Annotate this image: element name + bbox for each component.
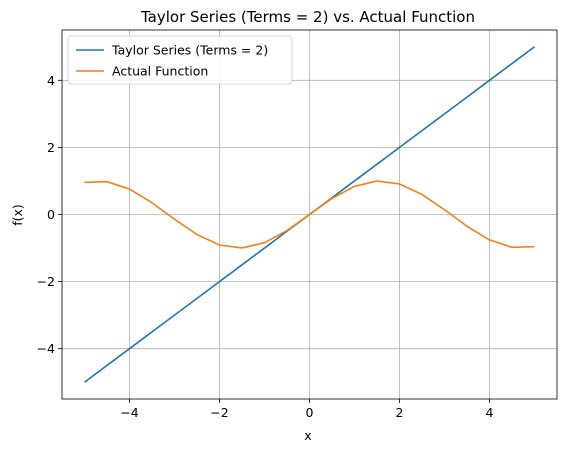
y-tick-label: 4 [47,73,55,88]
y-tick-label: −2 [37,274,55,289]
series-line-actual-function [84,180,535,249]
chart-title: Taylor Series (Terms = 2) vs. Actual Fun… [140,8,475,26]
legend-box [67,35,293,85]
y-tick-label: −4 [37,341,55,356]
x-tick-label: −4 [120,405,138,420]
series-lines [84,46,535,383]
x-tick-label: 4 [486,405,494,420]
legend-label: Actual Function [112,64,208,79]
legend: Taylor Series (Terms = 2) Actual Function [67,35,293,85]
x-axis-label: x [304,428,311,443]
x-tick-label: −2 [210,405,228,420]
y-tick-label: 2 [47,140,55,155]
y-axis-label: f(x) [10,204,25,226]
grid-lines [62,30,557,399]
x-tick-label: 0 [306,405,314,420]
legend-label: Taylor Series (Terms = 2) [111,43,268,58]
x-tick-label: 2 [396,405,404,420]
y-tick-label: 0 [47,207,55,222]
axis-ticks: −4 −2 0 2 4 −4 −2 0 2 4 [37,73,494,420]
